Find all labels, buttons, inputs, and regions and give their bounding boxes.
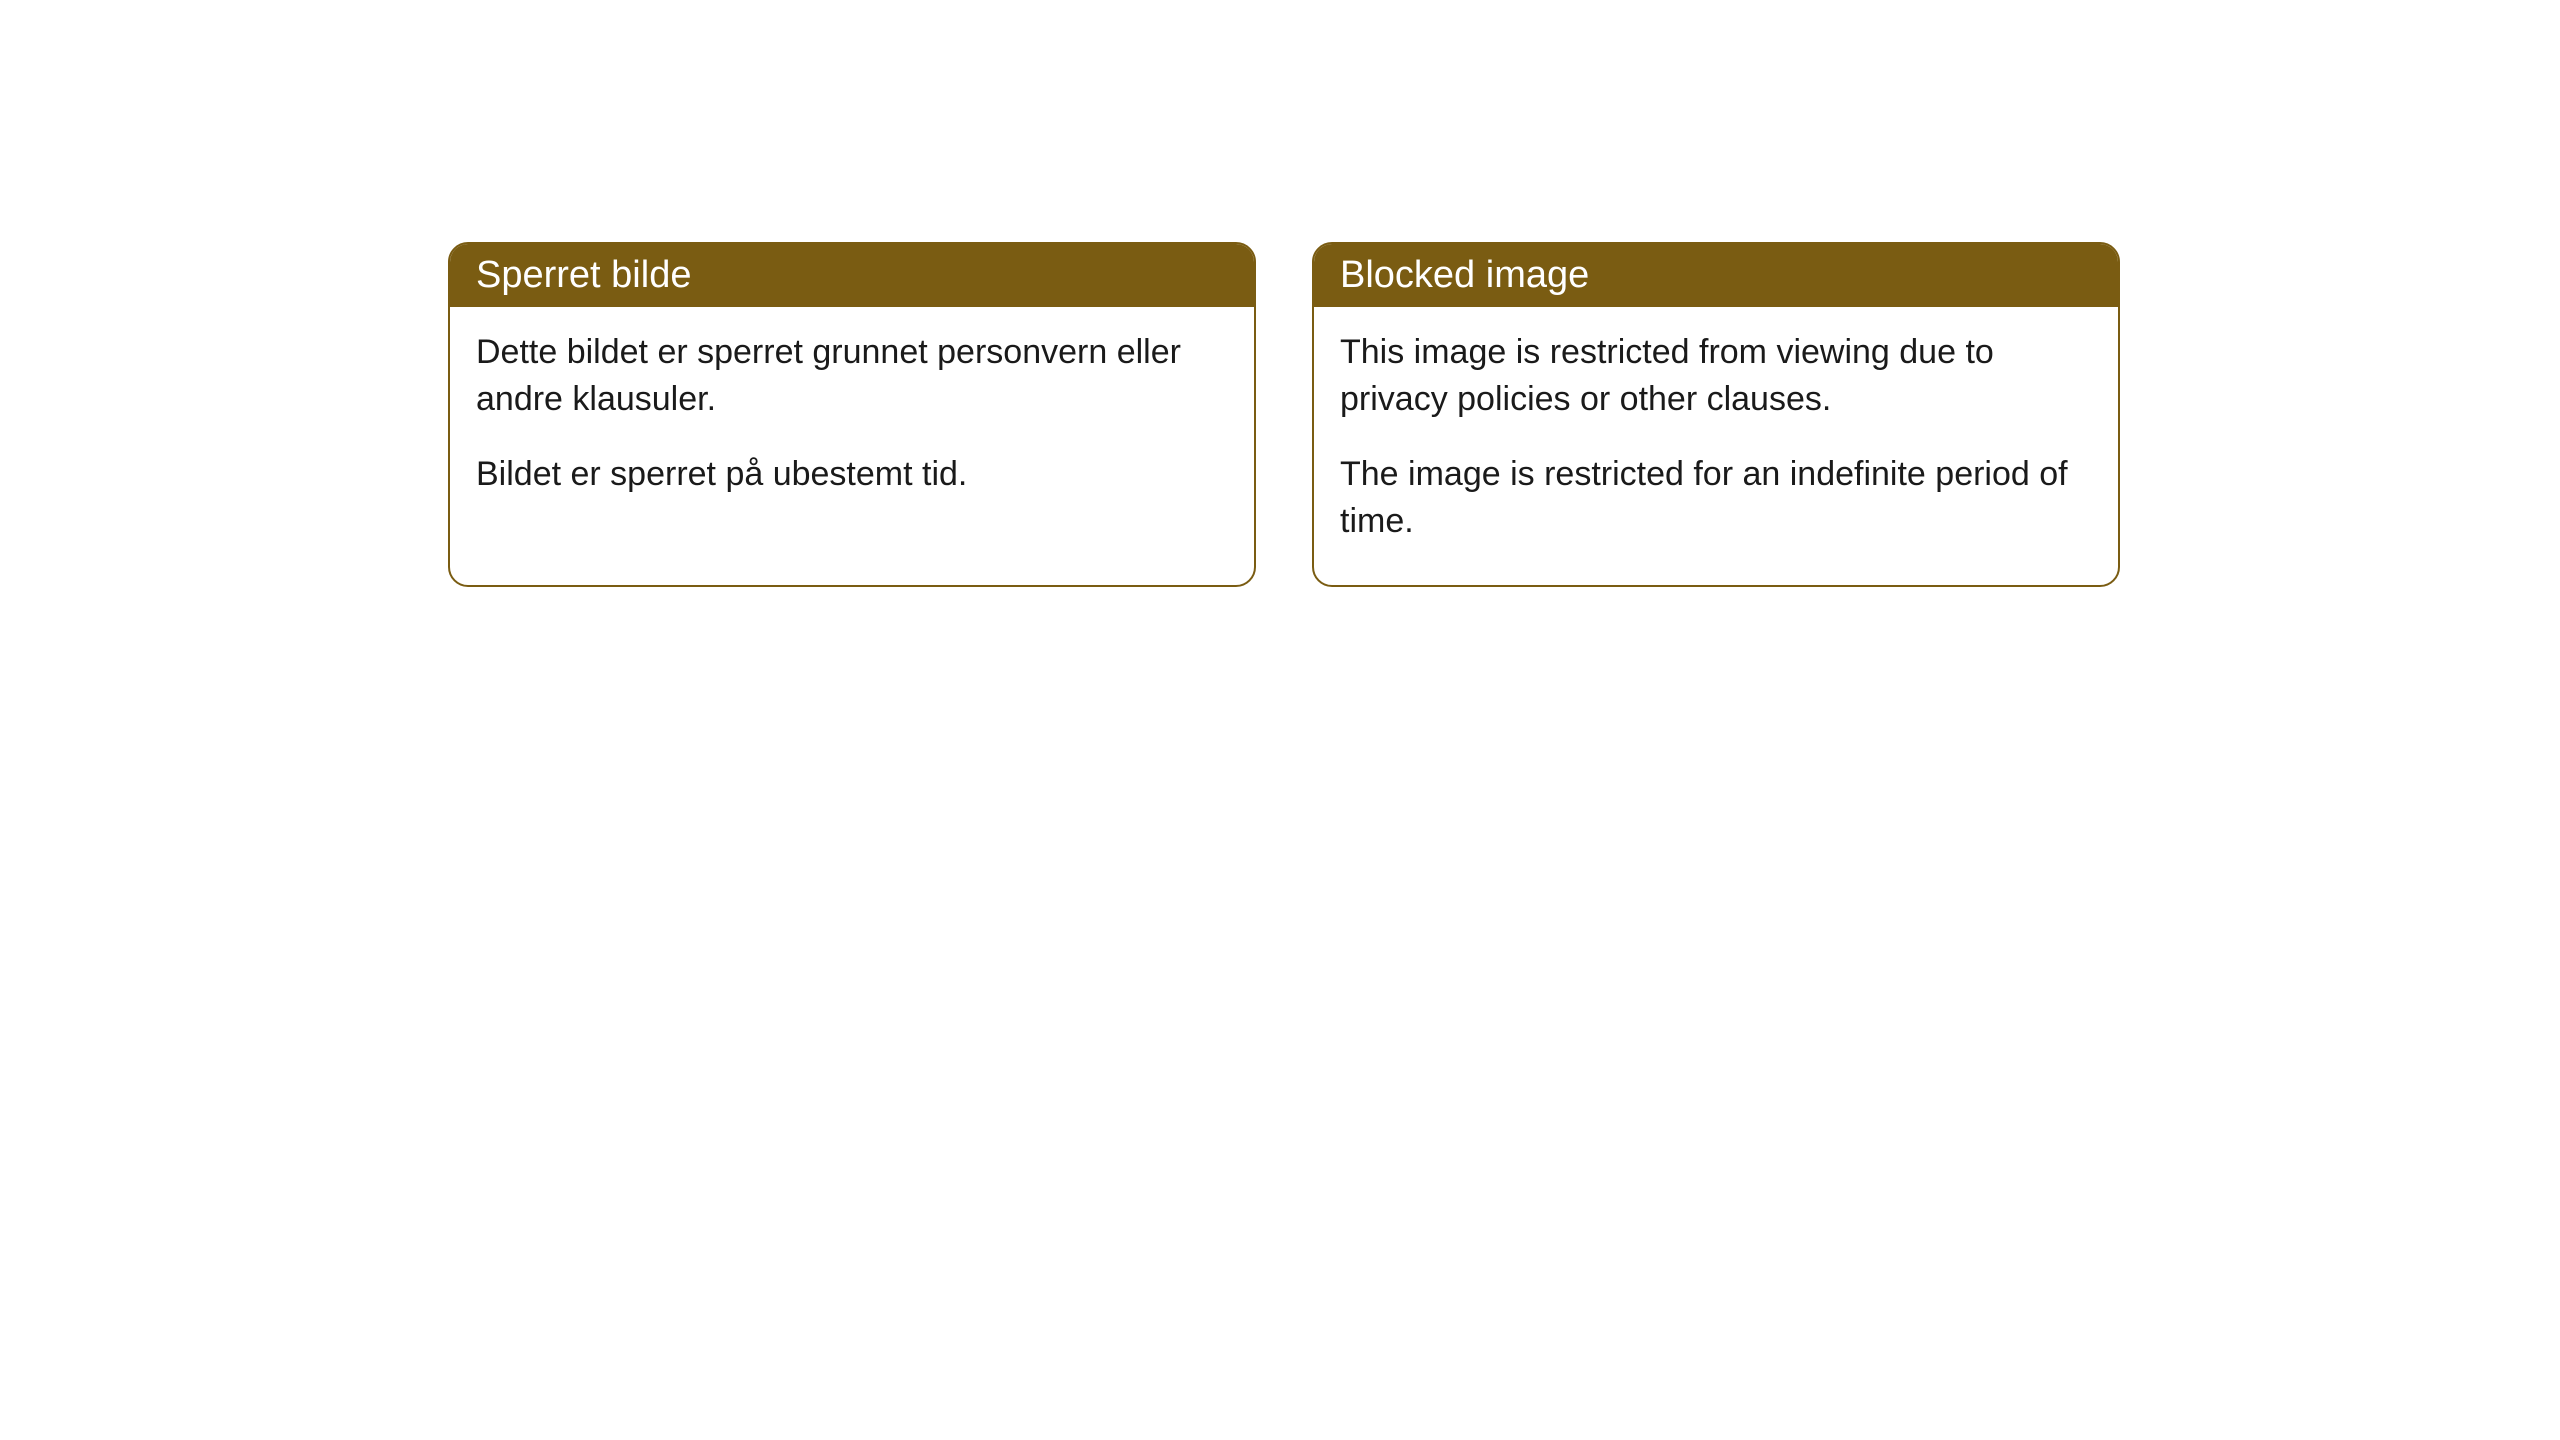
notice-card-norwegian: Sperret bilde Dette bildet er sperret gr… — [448, 242, 1256, 587]
card-body: This image is restricted from viewing du… — [1314, 307, 2118, 585]
card-paragraph: Dette bildet er sperret grunnet personve… — [476, 329, 1228, 423]
card-title: Blocked image — [1340, 254, 1589, 296]
card-paragraph: Bildet er sperret på ubestemt tid. — [476, 451, 1228, 498]
notice-cards-container: Sperret bilde Dette bildet er sperret gr… — [0, 0, 2560, 587]
card-paragraph: The image is restricted for an indefinit… — [1340, 451, 2092, 545]
card-body: Dette bildet er sperret grunnet personve… — [450, 307, 1254, 538]
card-title: Sperret bilde — [476, 254, 691, 296]
card-paragraph: This image is restricted from viewing du… — [1340, 329, 2092, 423]
card-header: Blocked image — [1314, 244, 2118, 307]
card-header: Sperret bilde — [450, 244, 1254, 307]
notice-card-english: Blocked image This image is restricted f… — [1312, 242, 2120, 587]
